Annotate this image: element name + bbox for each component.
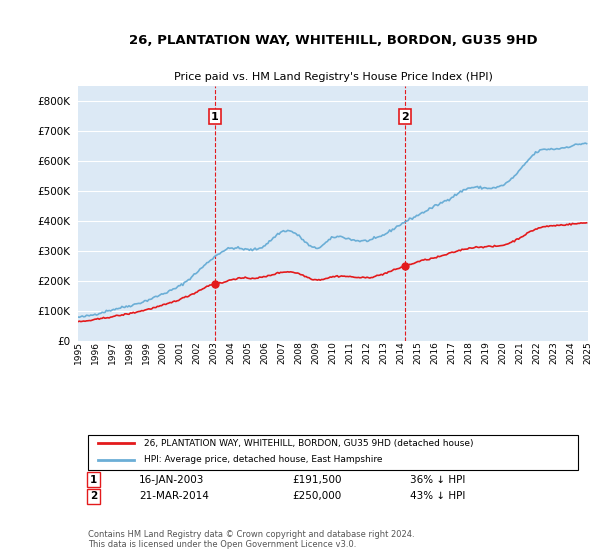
Text: 2020: 2020 xyxy=(499,341,508,364)
Text: 26, PLANTATION WAY, WHITEHILL, BORDON, GU35 9HD: 26, PLANTATION WAY, WHITEHILL, BORDON, G… xyxy=(128,34,538,47)
Text: 2009: 2009 xyxy=(311,341,320,364)
Text: 2015: 2015 xyxy=(413,341,422,364)
Text: 2: 2 xyxy=(89,491,97,501)
FancyBboxPatch shape xyxy=(88,435,578,470)
Text: 2004: 2004 xyxy=(227,341,235,364)
Text: 1996: 1996 xyxy=(91,341,100,365)
Text: 21-MAR-2014: 21-MAR-2014 xyxy=(139,491,209,501)
Text: 2002: 2002 xyxy=(193,341,202,364)
Text: 2025: 2025 xyxy=(583,341,593,364)
Text: 2022: 2022 xyxy=(533,341,542,364)
Text: 2008: 2008 xyxy=(295,341,304,364)
Text: 2007: 2007 xyxy=(277,341,287,364)
Text: 2013: 2013 xyxy=(380,341,389,364)
Text: 1998: 1998 xyxy=(125,341,133,365)
Text: 16-JAN-2003: 16-JAN-2003 xyxy=(139,475,205,485)
Text: 2023: 2023 xyxy=(550,341,559,364)
Text: HPI: Average price, detached house, East Hampshire: HPI: Average price, detached house, East… xyxy=(145,455,383,464)
Text: £250,000: £250,000 xyxy=(292,491,341,501)
Text: 2006: 2006 xyxy=(260,341,269,364)
Text: 26, PLANTATION WAY, WHITEHILL, BORDON, GU35 9HD (detached house): 26, PLANTATION WAY, WHITEHILL, BORDON, G… xyxy=(145,439,474,448)
Text: Price paid vs. HM Land Registry's House Price Index (HPI): Price paid vs. HM Land Registry's House … xyxy=(173,72,493,82)
Text: 2011: 2011 xyxy=(346,341,355,364)
Text: 2003: 2003 xyxy=(209,341,218,364)
Text: 1997: 1997 xyxy=(107,341,116,365)
Text: 2010: 2010 xyxy=(329,341,337,364)
Text: Contains HM Land Registry data © Crown copyright and database right 2024.
This d: Contains HM Land Registry data © Crown c… xyxy=(88,530,415,549)
Text: 2014: 2014 xyxy=(397,341,406,364)
Text: 2018: 2018 xyxy=(464,341,473,364)
Text: 43% ↓ HPI: 43% ↓ HPI xyxy=(409,491,465,501)
Text: £191,500: £191,500 xyxy=(292,475,342,485)
Text: 1: 1 xyxy=(211,111,218,122)
Text: 2019: 2019 xyxy=(482,341,491,364)
Text: 2: 2 xyxy=(401,111,409,122)
Text: 2000: 2000 xyxy=(158,341,167,364)
Text: 2012: 2012 xyxy=(362,341,371,364)
Text: 36% ↓ HPI: 36% ↓ HPI xyxy=(409,475,465,485)
Text: 2016: 2016 xyxy=(431,341,439,364)
Text: 2017: 2017 xyxy=(448,341,457,364)
Text: 2005: 2005 xyxy=(244,341,253,364)
Text: 2024: 2024 xyxy=(566,341,575,364)
Text: 2001: 2001 xyxy=(176,341,185,364)
Text: 1: 1 xyxy=(89,475,97,485)
Text: 1999: 1999 xyxy=(142,341,151,365)
Text: 2021: 2021 xyxy=(515,341,524,364)
Text: 1995: 1995 xyxy=(74,341,83,365)
